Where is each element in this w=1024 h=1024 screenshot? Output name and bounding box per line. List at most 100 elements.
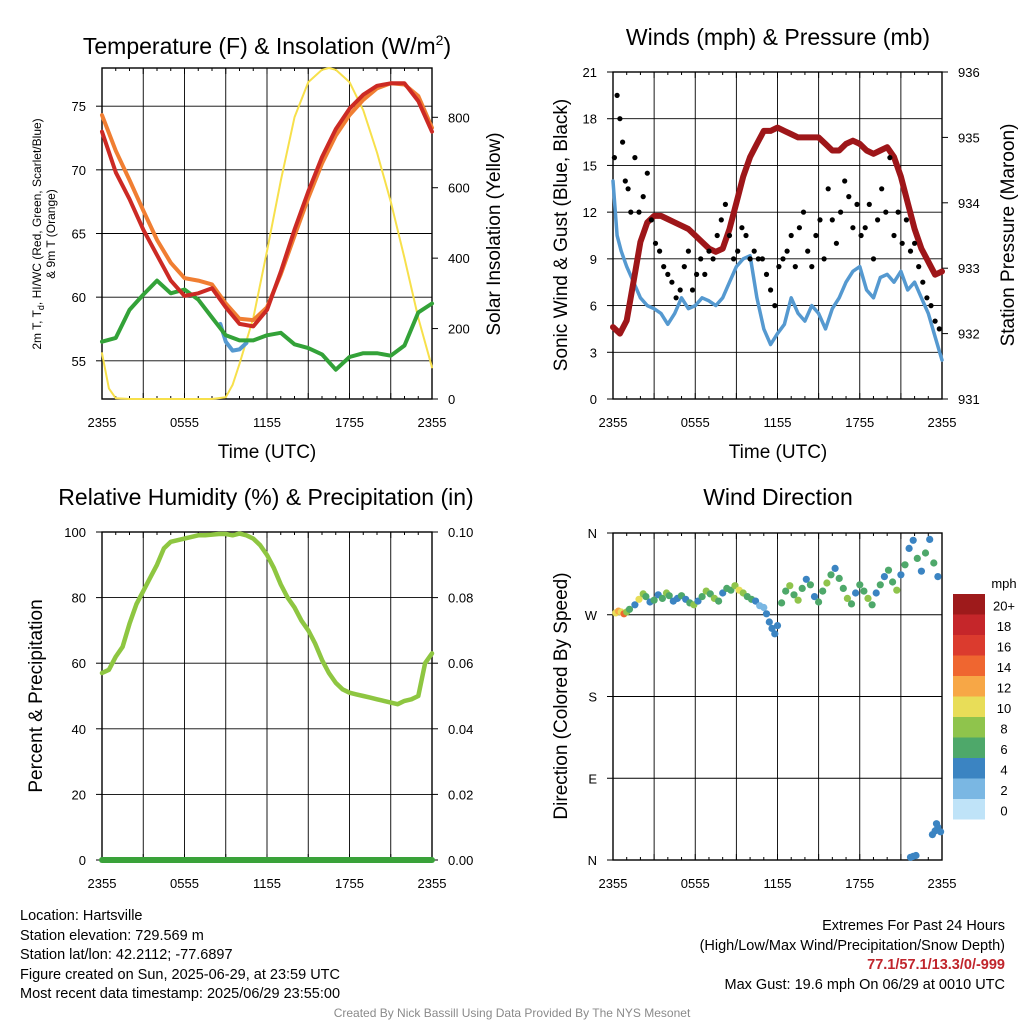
x-tick-label: 1755 — [845, 876, 874, 891]
wind-series-line — [611, 179, 944, 362]
gust-point — [620, 139, 626, 145]
wind-direction-point — [760, 603, 768, 612]
legend-swatch — [953, 758, 985, 779]
y-right-tick-label: 400 — [448, 251, 470, 266]
wind-direction-point — [823, 579, 831, 587]
recent-data-timestamp: Most recent data timestamp: 2025/06/29 2… — [20, 986, 341, 1003]
wind-direction-point — [631, 601, 639, 609]
wind-direction-point — [847, 600, 856, 608]
x-tick-label: 0555 — [681, 876, 710, 891]
gust-point — [698, 256, 704, 262]
legend-swatch — [953, 778, 985, 799]
wind-direction-point — [835, 574, 843, 583]
gust-point — [677, 287, 683, 293]
legend-label: 2 — [1000, 783, 1007, 798]
humidity-series — [99, 531, 435, 863]
gust-point — [870, 256, 877, 262]
gust-point — [895, 209, 901, 215]
y-tick-label: 15 — [583, 158, 597, 173]
gust-point — [632, 155, 638, 161]
y-right-tick-label: 200 — [448, 322, 470, 337]
gust-point — [681, 264, 687, 270]
gust-point — [772, 303, 778, 309]
wind-direction-point — [932, 820, 941, 828]
y-tick-label: 60 — [72, 656, 86, 671]
gust-point — [899, 240, 905, 246]
legend-swatch — [953, 614, 985, 635]
winds-x-axis-label: Time (UTC) — [729, 442, 828, 463]
wind-direction-point — [665, 592, 673, 600]
speed-color-legend: mph 20+ 18 16 14 12 10 8 6 4 2 0 — [953, 576, 1017, 820]
wind-direction-point — [913, 554, 921, 563]
gust-point — [731, 256, 737, 262]
x-tick-label: 0555 — [681, 415, 710, 430]
t2m-series-line — [100, 81, 434, 329]
wind-direction-point — [934, 573, 942, 581]
gust-point — [903, 217, 910, 223]
legend-swatch — [953, 799, 985, 820]
winds-y-axis-label: Sonic Wind & Gust (Blue, Black) — [551, 99, 572, 371]
y-tick-label: N — [588, 526, 597, 541]
wind-direction-point — [765, 618, 773, 626]
x-tick-label: 1155 — [764, 876, 792, 891]
wind-direction-point — [752, 597, 760, 605]
y-right-tick-label: 0.08 — [448, 591, 473, 606]
gust-point — [866, 201, 872, 207]
figure-created: Figure created on Sun, 2025-06-29, at 23… — [20, 966, 340, 983]
humidity-ticks: 2355 0555 1155 1755 23550204060801000.000.02… — [64, 525, 473, 891]
wind-direction-point — [856, 581, 864, 589]
gust-point — [780, 256, 786, 262]
y-right-tick-label: 932 — [958, 327, 980, 342]
pressure-series-line — [610, 124, 945, 337]
x-tick-label: 1755 — [335, 415, 364, 430]
y-tick-label: 3 — [590, 345, 597, 360]
wind-direction-point — [625, 605, 634, 613]
y-right-tick-label: 935 — [958, 130, 980, 145]
wind-direction-point — [771, 630, 779, 638]
winds-ticks: 2355 0555 1155 1755 235503691215182193193293… — [583, 65, 980, 430]
wind-direction-point — [839, 584, 847, 593]
x-tick-label: 2355 — [418, 415, 447, 430]
wind-direction-grid — [613, 533, 942, 860]
wind-direction-point — [917, 567, 926, 575]
wind-direction-points — [612, 535, 945, 861]
wind-direction-point — [843, 594, 852, 603]
y-tick-label: 60 — [72, 290, 86, 305]
wind-direction-point — [815, 598, 823, 606]
legend-swatch — [953, 635, 985, 656]
wind-direction-point — [852, 589, 860, 597]
winds-series — [610, 92, 945, 362]
temperature-x-axis-label: Time (UTC) — [218, 442, 317, 463]
gust-point — [628, 209, 634, 215]
wind-direction-point — [905, 544, 913, 553]
winds-panel: Winds (mph) & Pressure (mb) 2355 0555 1155… — [551, 24, 1019, 463]
gust-point — [912, 240, 918, 246]
gust-point — [825, 186, 831, 192]
gust-point — [936, 326, 942, 332]
legend-label: 18 — [997, 619, 1011, 634]
solar-series-line — [101, 67, 433, 400]
legend-label: 6 — [1000, 742, 1007, 757]
y-tick-label: 0 — [79, 853, 86, 868]
y-tick-label: 21 — [583, 65, 597, 80]
temperature-y-right-axis-label: Solar Insolation (Yellow) — [484, 132, 505, 335]
temperature-series — [100, 67, 434, 400]
legend-label: 0 — [1000, 803, 1007, 818]
wind-direction-point — [930, 559, 938, 567]
wind-direction-point — [658, 594, 667, 603]
y-right-tick-label: 600 — [448, 181, 470, 196]
wind-direction-point — [926, 535, 934, 544]
gust-point — [784, 248, 790, 254]
y-tick-label: 9 — [590, 252, 597, 267]
station-latlon: Station lat/lon: 42.2112; -77.6897 — [20, 947, 233, 964]
station-info: Location: Hartsville Station elevation: … — [20, 907, 340, 1005]
wind-direction-point — [921, 549, 930, 557]
gust-point — [611, 155, 618, 161]
y-right-tick-label: 0.02 — [448, 787, 473, 802]
temperature-y-axis-label-line2: & 9m T (Orange) — [44, 189, 58, 279]
y-tick-label: 40 — [72, 722, 86, 737]
wind-direction-point — [642, 593, 650, 601]
y-tick-label: E — [588, 771, 597, 786]
y-tick-label: S — [588, 690, 597, 705]
y-tick-label: 70 — [72, 163, 86, 178]
